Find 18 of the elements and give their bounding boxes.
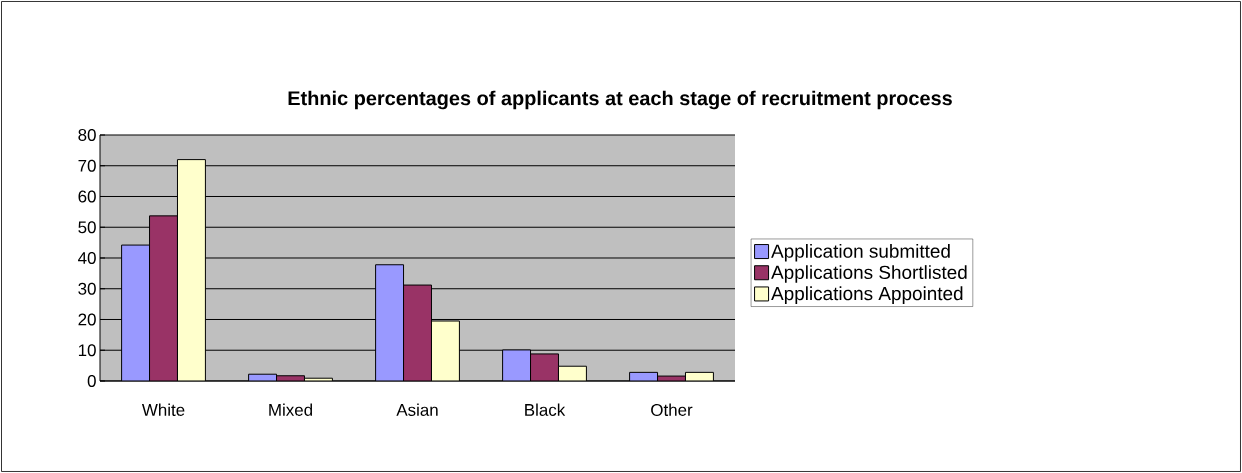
y-tick-label: 10: [78, 344, 96, 357]
y-tick-label: 30: [78, 282, 96, 295]
y-tick-label: 20: [78, 313, 96, 326]
y-tick-label: 50: [78, 221, 96, 234]
y-tick-label: 40: [78, 251, 96, 264]
y-tick-label: 80: [78, 129, 96, 141]
x-tick-label: Asian: [396, 403, 438, 416]
x-tick-label: Black: [525, 403, 566, 416]
y-tick-label: 70: [78, 159, 96, 172]
legend-label: Applications Shortlisted: [771, 265, 967, 283]
y-tick-label: 60: [78, 190, 96, 203]
x-tick-label: Other: [651, 403, 693, 416]
legend-label: Applications Appointed: [771, 286, 963, 304]
legend-label: Application submitted: [771, 243, 950, 262]
chart-title: Ethnic percentages of applicants at each stage of recruitment process: [288, 90, 952, 110]
x-tick-label: White: [141, 403, 185, 416]
y-tick-label: 0: [87, 374, 96, 387]
x-tick-label: Mixed: [269, 403, 312, 416]
